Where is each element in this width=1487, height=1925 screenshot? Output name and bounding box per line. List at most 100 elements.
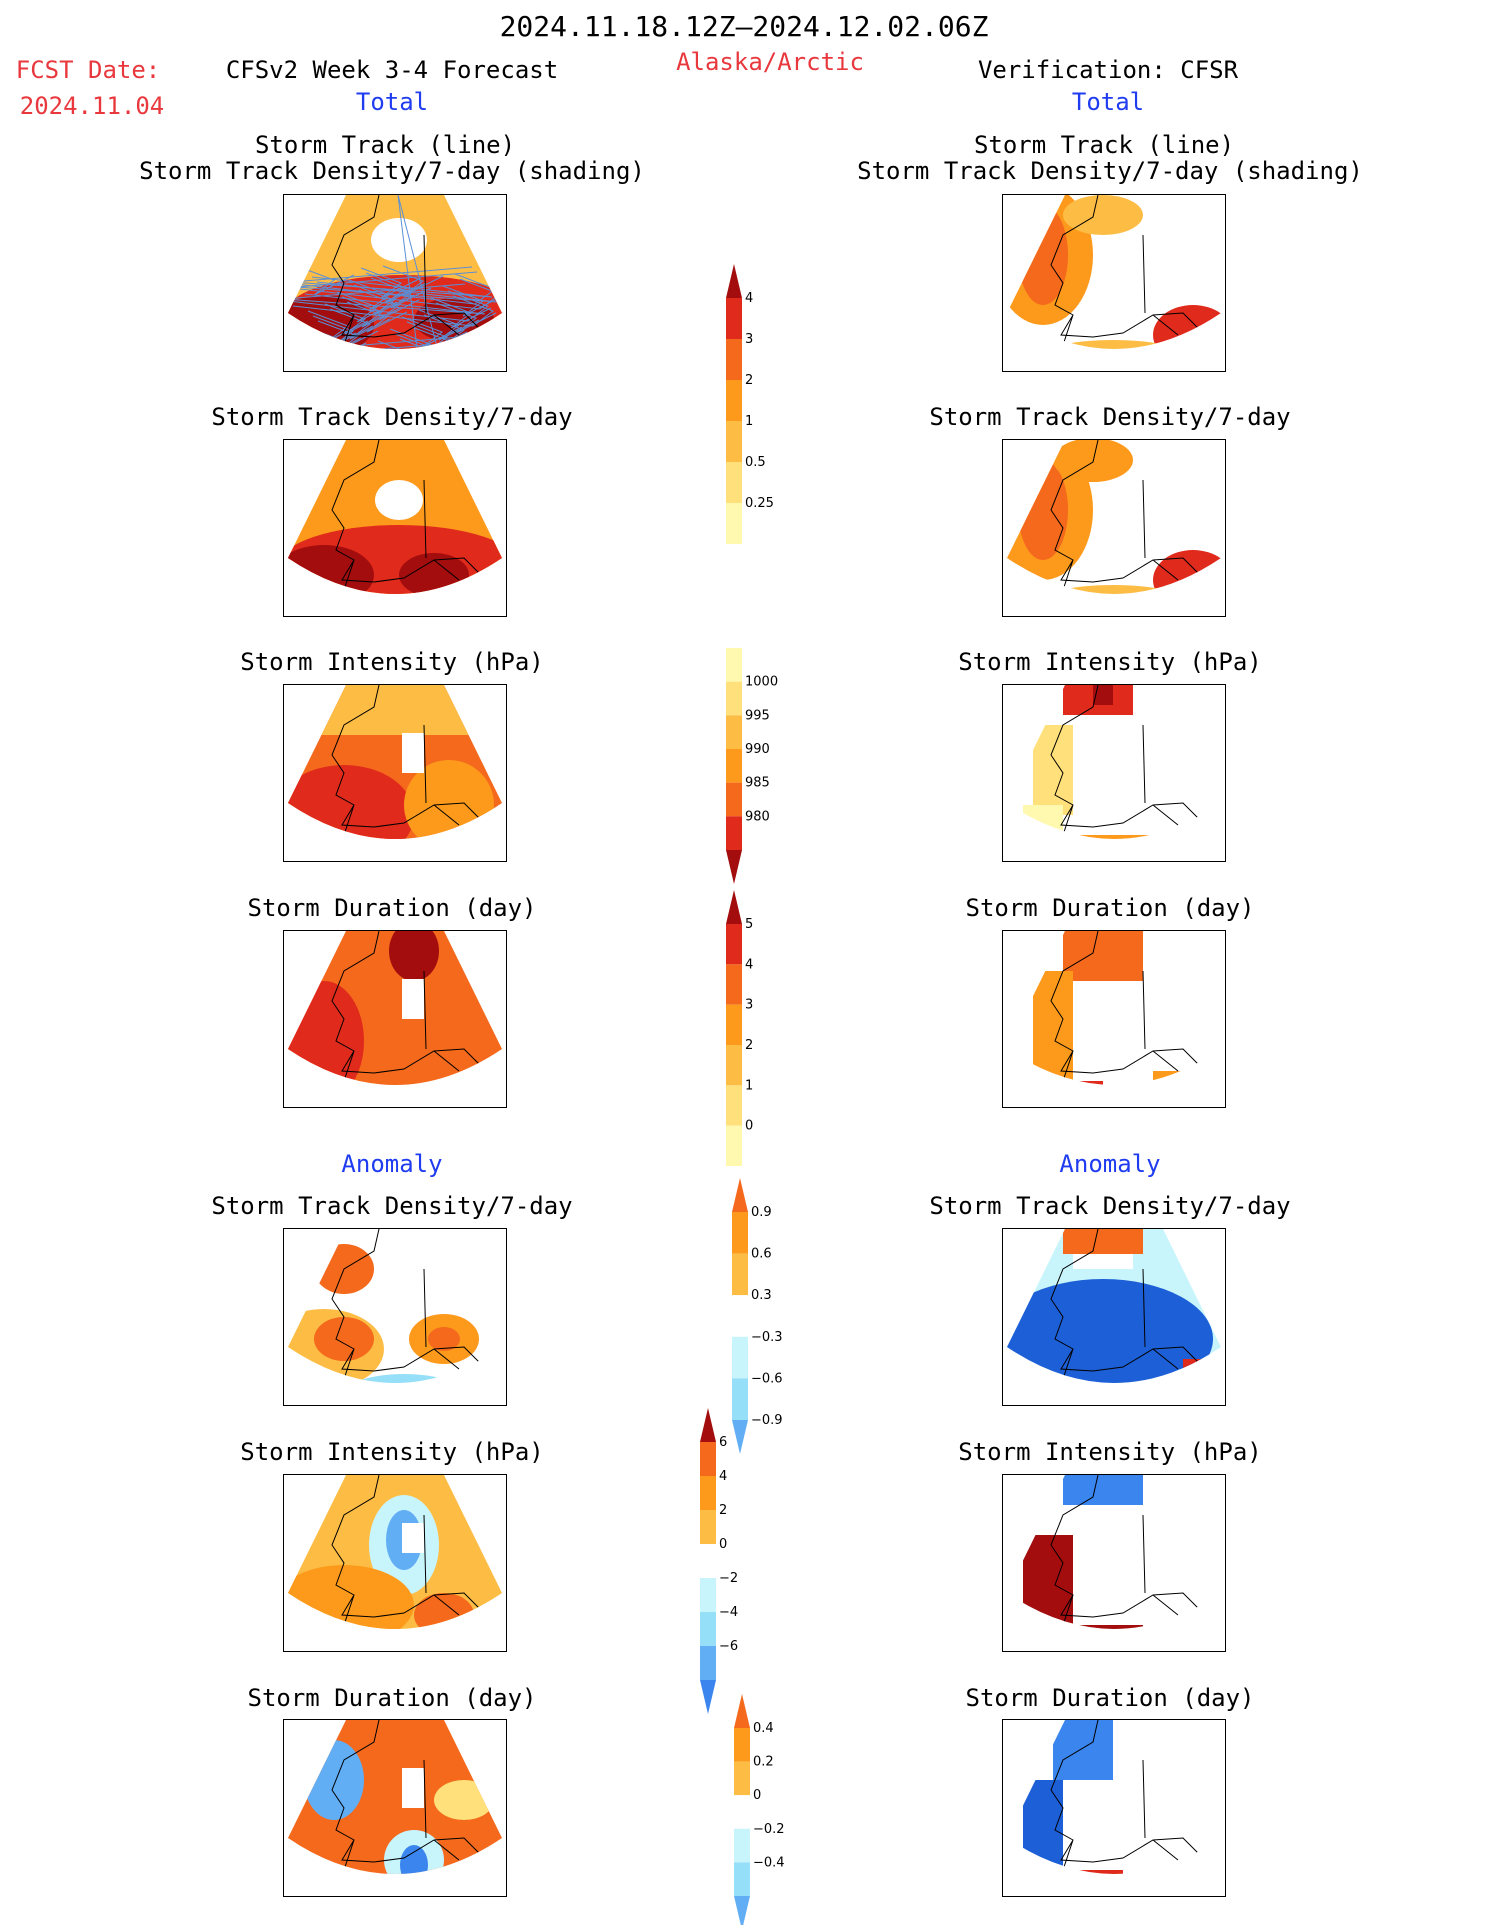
title-l5: Storm Track Density/7-day — [211, 1192, 573, 1220]
right-subtitle-total: Total — [1071, 88, 1145, 116]
map-forecast-duration — [283, 930, 507, 1108]
colorbar-arrow-top — [734, 1694, 750, 1728]
colorbar-swatch — [732, 1378, 748, 1420]
colorbar-swatch — [734, 1828, 750, 1863]
colorbar-swatch — [732, 1212, 748, 1254]
map-forecast-duration-anomaly — [283, 1719, 507, 1897]
colorbar-swatch — [734, 1761, 750, 1796]
colorbar-swatch — [726, 749, 742, 783]
anomaly-left: Anomaly — [341, 1150, 443, 1178]
colorbar-tick-label: 0.2 — [753, 1755, 774, 1770]
colorbar-tick-label: −6 — [719, 1639, 738, 1654]
colorbar-swatch — [726, 421, 742, 462]
colorbar-tick-label: 2 — [745, 1038, 753, 1053]
title-l3: Storm Intensity (hPa) — [240, 648, 544, 676]
title-l2: Storm Track Density/7-day — [211, 403, 573, 431]
colorbar-swatch — [734, 1862, 750, 1896]
colorbar-swatch — [700, 1442, 716, 1476]
fcst-label: FCST Date: — [15, 56, 161, 84]
right-column-title: Verification: CFSR — [977, 56, 1239, 84]
region-title: Alaska/Arctic — [676, 48, 864, 76]
colorbar-swatch — [726, 816, 742, 850]
colorbar-swatch — [726, 1125, 742, 1166]
colorbar-swatch — [726, 1045, 742, 1086]
map-verif-duration-anomaly — [1002, 1719, 1226, 1897]
colorbar-tick-label: 4 — [745, 957, 753, 972]
colorbar-intensity-anomaly: 6 4 2 0 −2 −4 −6 — [700, 1408, 760, 1714]
colorbar-density-anomaly: 0.9 0.6 0.3 −0.3 −0.6 −0.9 — [732, 1178, 792, 1454]
colorbar-tick-label: 4 — [719, 1469, 727, 1484]
map-verif-intensity — [1002, 684, 1226, 862]
colorbar-tick-label: 990 — [745, 742, 770, 757]
colorbar-duration-total: 5 4 3 2 1 0 — [726, 890, 786, 1166]
colorbar-swatch — [726, 380, 742, 421]
colorbar-swatch — [734, 1728, 750, 1762]
title-l6: Storm Intensity (hPa) — [240, 1438, 544, 1466]
title-l1b: Storm Track Density/7-day (shading) — [139, 157, 645, 185]
colorbar-tick-label: 0 — [753, 1788, 761, 1803]
colorbar-duration-anomaly: 0.4 0.2 0 −0.2 −0.4 — [734, 1694, 794, 1925]
left-subtitle-total: Total — [355, 88, 429, 116]
colorbar-swatch — [726, 782, 742, 817]
map-forecast-density — [283, 439, 507, 617]
colorbar-tick-label: 0 — [745, 1119, 753, 1134]
anomaly-right: Anomaly — [1059, 1150, 1161, 1178]
colorbar-intensity-total: 1000 995 990 985 980 — [726, 648, 786, 884]
colorbar-swatch — [700, 1510, 716, 1544]
colorbar-swatch — [726, 462, 742, 503]
colorbar-tick-label: −0.6 — [751, 1371, 783, 1386]
colorbar-swatch — [726, 1004, 742, 1045]
title-r7: Storm Duration (day) — [965, 1684, 1255, 1712]
title-r6: Storm Intensity (hPa) — [958, 1438, 1262, 1466]
colorbar-tick-label: −2 — [719, 1571, 738, 1586]
colorbar-arrow-top — [726, 264, 742, 298]
colorbar-swatch — [732, 1295, 748, 1337]
colorbar-tick-label: 0.3 — [751, 1288, 772, 1303]
period-title: 2024.11.18.12Z–2024.12.02.06Z — [499, 10, 989, 43]
colorbar-tick-label: 5 — [745, 917, 753, 932]
colorbar-swatch — [700, 1612, 716, 1646]
colorbar-swatch — [726, 715, 742, 749]
colorbar-tick-label: −0.9 — [751, 1413, 783, 1428]
colorbar-tick-label: 3 — [745, 332, 753, 347]
title-r1a: Storm Track (line) — [973, 131, 1235, 159]
colorbar-tick-label: 3 — [745, 998, 753, 1013]
title-l1a: Storm Track (line) — [254, 131, 516, 159]
colorbar-tick-label: 0.25 — [745, 496, 774, 511]
title-r3: Storm Intensity (hPa) — [958, 648, 1262, 676]
colorbar-tick-label: 1000 — [745, 675, 778, 690]
colorbar-swatch — [726, 924, 742, 965]
colorbar-swatch — [726, 648, 742, 682]
map-verif-track-density — [1002, 194, 1226, 372]
colorbar-tick-label: 4 — [745, 291, 753, 306]
colorbar-tick-label: 0.6 — [751, 1247, 772, 1262]
colorbar-swatch — [732, 1253, 748, 1296]
colorbar-swatch — [726, 298, 742, 339]
colorbar-arrow-bottom — [726, 850, 742, 884]
colorbar-swatch — [700, 1578, 716, 1612]
title-l7: Storm Duration (day) — [247, 1684, 537, 1712]
colorbar-tick-label: 980 — [745, 809, 770, 824]
map-forecast-intensity-anomaly — [283, 1474, 507, 1652]
colorbar-tick-label: 0.5 — [745, 455, 766, 470]
title-r4: Storm Duration (day) — [965, 894, 1255, 922]
colorbar-tick-label: −4 — [719, 1605, 738, 1620]
colorbar-arrow-bottom — [700, 1680, 716, 1714]
colorbar-swatch — [700, 1646, 716, 1680]
map-forecast-intensity — [283, 684, 507, 862]
colorbar-arrow-top — [726, 890, 742, 924]
colorbar-swatch — [700, 1544, 716, 1578]
fcst-date: 2024.11.04 — [19, 92, 165, 120]
colorbar-tick-label: 2 — [745, 373, 753, 388]
colorbar-arrow-bottom — [732, 1420, 748, 1454]
colorbar-arrow-top — [732, 1178, 748, 1212]
colorbar-tick-label: 0.4 — [753, 1721, 774, 1736]
colorbar-arrow-top — [700, 1408, 716, 1442]
colorbar-swatch — [726, 681, 742, 716]
map-forecast-density-anomaly — [283, 1228, 507, 1406]
map-verif-density-anomaly — [1002, 1228, 1226, 1406]
colorbar-swatch — [726, 964, 742, 1005]
colorbar-tick-label: −0.4 — [753, 1855, 785, 1870]
title-r2: Storm Track Density/7-day — [929, 403, 1291, 431]
